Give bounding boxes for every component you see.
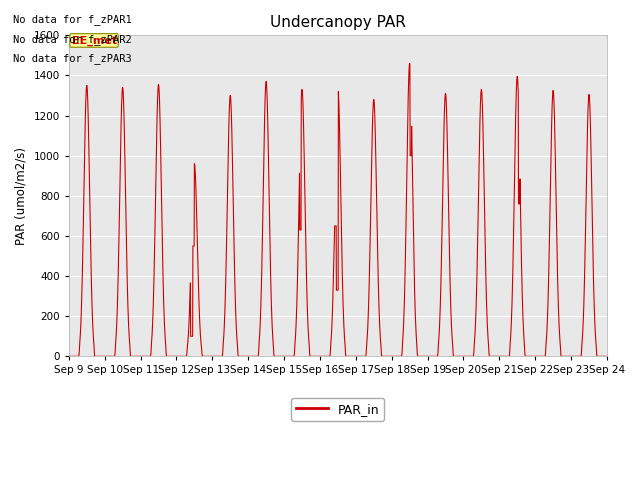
- Legend: PAR_in: PAR_in: [291, 398, 385, 420]
- Text: No data for f_zPAR1: No data for f_zPAR1: [13, 14, 132, 25]
- Title: Undercanopy PAR: Undercanopy PAR: [270, 15, 406, 30]
- Text: No data for f_zPAR2: No data for f_zPAR2: [13, 34, 132, 45]
- Text: EE_met: EE_met: [72, 36, 116, 46]
- Text: No data for f_zPAR3: No data for f_zPAR3: [13, 53, 132, 64]
- Y-axis label: PAR (umol/m2/s): PAR (umol/m2/s): [15, 147, 28, 245]
